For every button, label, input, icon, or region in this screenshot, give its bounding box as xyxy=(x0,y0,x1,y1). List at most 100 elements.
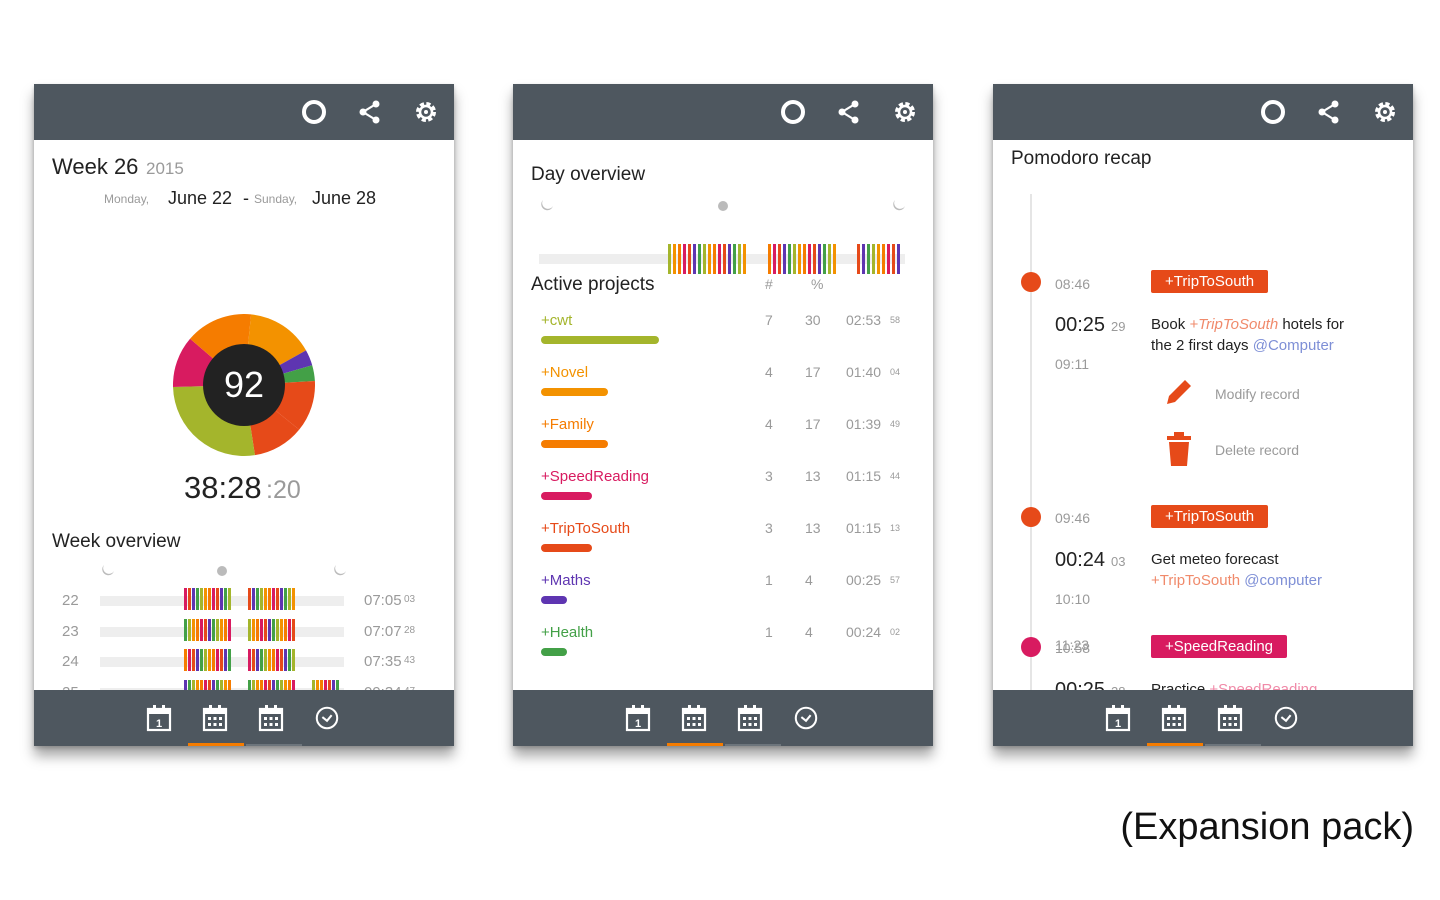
week-row-stripe xyxy=(256,588,259,610)
timer-circle-icon[interactable] xyxy=(1259,98,1287,126)
day-timeline-stripe xyxy=(857,244,860,274)
project-time: 00:24 xyxy=(846,624,882,640)
calendar-week-icon[interactable] xyxy=(202,704,228,732)
timer-circle-icon[interactable] xyxy=(300,98,328,126)
day-timeline-stripe xyxy=(793,244,796,274)
clock-icon[interactable] xyxy=(1273,704,1299,732)
project-name[interactable]: +SpeedReading xyxy=(541,468,650,485)
day-timeline-stripe xyxy=(728,244,731,274)
record-dot xyxy=(1021,637,1041,657)
project-name[interactable]: +Maths xyxy=(541,572,591,589)
day-timeline-stripe xyxy=(887,244,890,274)
modify-record-button[interactable]: Modify record xyxy=(1215,386,1300,402)
gear-icon[interactable] xyxy=(891,98,919,126)
calendar-day-icon[interactable]: 1 xyxy=(1105,704,1131,732)
day-timeline-stripe xyxy=(718,244,721,274)
week-row-day: 23 xyxy=(62,622,79,640)
week-row-stripe xyxy=(196,588,199,610)
pencil-icon[interactable] xyxy=(1163,376,1195,408)
week-row-stripe xyxy=(212,618,215,641)
week-row-stripe xyxy=(208,588,211,610)
clock-icon[interactable] xyxy=(793,704,819,732)
week-row-stripe xyxy=(248,588,251,610)
record-description-2: the 2 first days @Computer xyxy=(1151,337,1334,354)
week-row-stripe xyxy=(208,618,211,641)
record-tag[interactable]: +SpeedReading xyxy=(1151,635,1288,658)
week-row-stripe xyxy=(212,649,215,671)
week-row-stripe xyxy=(264,649,267,671)
timer-circle-icon[interactable] xyxy=(779,98,807,126)
week-row-stripe xyxy=(292,588,295,610)
week-row-stripe xyxy=(292,618,295,641)
week-row-stripe xyxy=(184,618,187,641)
week-year: 2015 xyxy=(146,159,184,178)
calendar-day-icon[interactable]: 1 xyxy=(146,704,172,732)
week-row-stripe xyxy=(220,618,223,641)
top-app-bar xyxy=(513,84,933,140)
day-timeline-stripe xyxy=(897,244,900,274)
week-row-stripe xyxy=(208,649,211,671)
svg-text:1: 1 xyxy=(635,718,641,730)
week-row-stripe xyxy=(248,618,251,641)
week-row-stripe xyxy=(228,649,231,671)
share-icon[interactable] xyxy=(356,98,384,126)
clock-icon[interactable] xyxy=(314,704,340,732)
project-time-sec: 44 xyxy=(890,471,901,481)
project-name[interactable]: +Novel xyxy=(541,364,589,381)
project-name[interactable]: +cwt xyxy=(541,312,573,329)
project-percent: 17 xyxy=(805,416,821,432)
range-start-day: Monday, xyxy=(104,192,150,206)
svg-text:1: 1 xyxy=(156,718,162,730)
project-time: 01:40 xyxy=(846,364,882,380)
week-row-stripe xyxy=(256,618,259,641)
project-name[interactable]: +Family xyxy=(541,416,594,433)
delete-record-button[interactable]: Delete record xyxy=(1215,442,1300,458)
project-name[interactable]: +TripToSouth xyxy=(541,520,631,537)
project-time: 01:15 xyxy=(846,468,882,484)
project-count: 1 xyxy=(765,572,773,588)
project-count: 3 xyxy=(765,520,773,536)
day-timeline-stripe xyxy=(783,244,786,274)
range-end-day: Sunday, xyxy=(254,192,298,206)
record-start: 09:46 xyxy=(1055,510,1091,526)
project-name[interactable]: +Health xyxy=(541,624,594,641)
day-overview-title: Day overview xyxy=(531,164,646,185)
week-row-stripe xyxy=(268,618,271,641)
week-row-stripe xyxy=(260,649,263,671)
week-row-stripe xyxy=(184,649,187,671)
week-row-stripe xyxy=(204,588,207,610)
day-timeline-stripe xyxy=(892,244,895,274)
share-icon[interactable] xyxy=(835,98,863,126)
week-row-day: 22 xyxy=(62,592,79,609)
share-icon[interactable] xyxy=(1315,98,1343,126)
trash-icon[interactable] xyxy=(1165,432,1193,466)
calendar-month-icon[interactable] xyxy=(737,704,763,732)
calendar-month-icon[interactable] xyxy=(1217,704,1243,732)
week-row-stripe xyxy=(228,588,231,610)
day-timeline-stripe xyxy=(713,244,716,274)
day-timeline-stripe xyxy=(693,244,696,274)
gear-icon[interactable] xyxy=(412,98,440,126)
week-row-stripe xyxy=(188,618,191,641)
week-row-stripe xyxy=(252,618,255,641)
record-tag[interactable]: +TripToSouth xyxy=(1151,505,1269,528)
calendar-week-icon[interactable] xyxy=(1161,704,1187,732)
calendar-week-icon[interactable] xyxy=(681,704,707,732)
week-row-stripe xyxy=(284,618,287,641)
project-bar xyxy=(541,544,593,552)
week-row-stripe xyxy=(252,588,255,610)
record-duration-sec: 03 xyxy=(1111,554,1126,569)
day-timeline-stripe xyxy=(733,244,736,274)
gear-icon[interactable] xyxy=(1371,98,1399,126)
day-timeline-stripe xyxy=(877,244,880,274)
calendar-day-icon[interactable]: 1 xyxy=(625,704,651,732)
day-timeline-stripe xyxy=(828,244,831,274)
week-row-stripe xyxy=(200,588,203,610)
record-start: 10:58 xyxy=(1055,640,1091,656)
week-row-stripe xyxy=(260,588,263,610)
calendar-month-icon[interactable] xyxy=(258,704,284,732)
week-row-stripe xyxy=(212,588,215,610)
day-cycle-icons xyxy=(541,200,905,211)
week-row-stripe xyxy=(224,588,227,610)
record-tag[interactable]: +TripToSouth xyxy=(1151,270,1269,293)
